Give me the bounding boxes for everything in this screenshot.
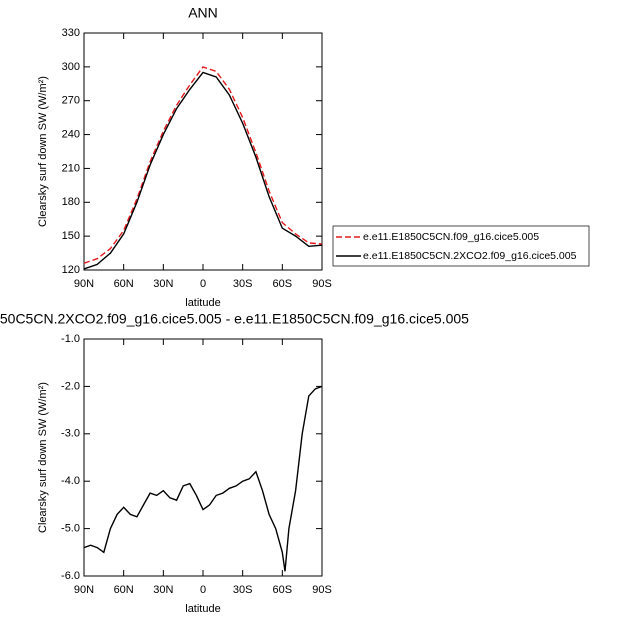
chart-title: ANN	[188, 5, 218, 21]
y-tick-label: -4.0	[61, 475, 80, 487]
x-tick-label: 30S	[233, 584, 253, 596]
legend-box	[332, 225, 590, 267]
x-tick-label: 90S	[312, 584, 332, 596]
y-tick-label: -1.0	[61, 333, 80, 345]
data-line	[83, 66, 323, 264]
x-axis-label: latitude	[185, 603, 220, 615]
y-axis-label: Clearsky surf down SW (W/m²)	[37, 76, 49, 227]
y-tick-label: 150	[62, 230, 80, 242]
x-tick-label: 0	[200, 584, 206, 596]
x-tick-label: 90N	[74, 278, 94, 290]
x-tick-label: 90S	[312, 278, 332, 290]
y-tick-label: 180	[62, 196, 80, 208]
y-tick-label: -5.0	[61, 523, 80, 535]
x-tick-label: 0	[200, 278, 206, 290]
data-line	[83, 71, 323, 270]
chart-title: e.e11.E1850C5CN.2XCO2.f09_g16.cice5.005 …	[0, 311, 469, 327]
data-line	[83, 385, 323, 572]
y-tick-label: -2.0	[61, 380, 80, 392]
legend-label: e.e11.E1850C5CN.2XCO2.f09_g16.cice5.005	[363, 250, 577, 262]
y-tick-label: 300	[62, 61, 80, 73]
x-tick-label: 30N	[153, 278, 173, 290]
x-tick-label: 60S	[273, 584, 293, 596]
y-tick-label: 270	[62, 95, 80, 107]
legend-label: e.e11.E1850C5CN.f09_g16.cice5.005	[363, 231, 539, 243]
y-tick-label: 120	[62, 264, 80, 276]
y-tick-label: 330	[62, 27, 80, 39]
x-tick-label: 60N	[114, 584, 134, 596]
y-tick-label: -6.0	[61, 570, 80, 582]
y-axis-label: Clearsky surf down SW (W/m²)	[37, 382, 49, 533]
x-tick-label: 90N	[74, 584, 94, 596]
plot-frame	[83, 32, 323, 271]
y-tick-label: 240	[62, 128, 80, 140]
x-tick-label: 30N	[153, 584, 173, 596]
x-tick-label: 60N	[114, 278, 134, 290]
y-tick-label: -3.0	[61, 428, 80, 440]
x-tick-label: 30S	[233, 278, 253, 290]
plot-frame	[83, 338, 323, 577]
x-tick-label: 60S	[273, 278, 293, 290]
x-axis-label: latitude	[185, 297, 220, 309]
y-tick-label: 210	[62, 162, 80, 174]
